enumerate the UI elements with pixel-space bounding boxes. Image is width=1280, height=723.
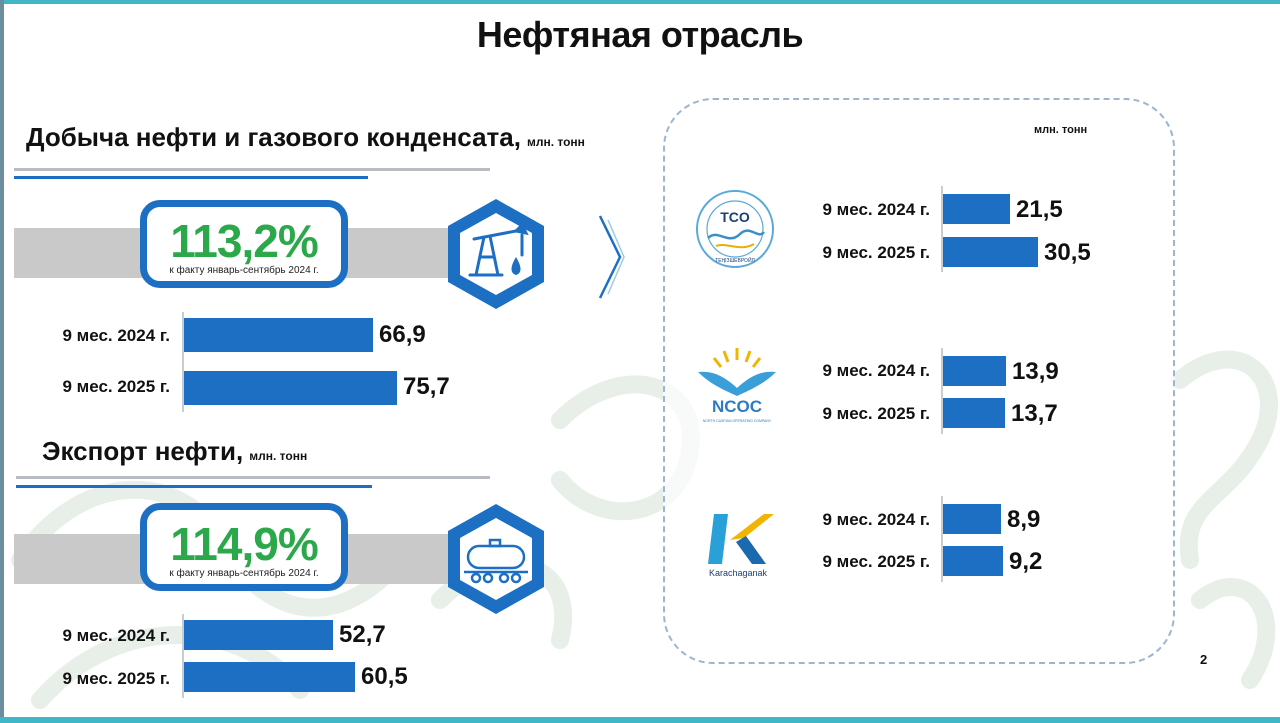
left-frame-line bbox=[0, 0, 4, 723]
production-bar-label: 9 мес. 2025 г. bbox=[62, 377, 170, 396]
ncoc-bar-label: 9 мес. 2025 г. bbox=[822, 404, 930, 423]
karachaganak-logo-caption: Karachaganak bbox=[709, 568, 768, 578]
export-percent-note: к факту январь-сентябрь 2024 г. bbox=[169, 568, 319, 579]
export-bar-label: 9 мес. 2025 г. bbox=[62, 669, 170, 688]
production-heading-text: Добыча нефти и газового конденсата, bbox=[26, 122, 521, 152]
export-bar-axis bbox=[182, 614, 184, 698]
ncoc-value-2024: 13,9 bbox=[1012, 358, 1059, 385]
karachaganak-value-2024: 8,9 bbox=[1007, 506, 1041, 533]
ncoc-bar-label: 9 мес. 2024 г. bbox=[822, 361, 930, 380]
tco-bar-label: 9 мес. 2025 г. bbox=[822, 243, 930, 262]
ncoc-logo: NCOC NORTH CASPIAN OPERATING COMPANY bbox=[698, 348, 776, 423]
production-percent: 113,2% bbox=[170, 215, 318, 267]
export-unit: млн. тонн bbox=[249, 449, 308, 463]
export-value-2025: 60,5 bbox=[361, 663, 408, 690]
ncoc-bar-2024 bbox=[943, 356, 1006, 386]
karachaganak-bar-label: 9 мес. 2025 г. bbox=[822, 552, 930, 571]
production-bar-axis bbox=[182, 312, 184, 412]
tco-value-2024: 21,5 bbox=[1016, 196, 1063, 223]
page-title: Нефтяная отрасль bbox=[476, 14, 804, 55]
karachaganak-bar-label: 9 мес. 2024 г. bbox=[822, 510, 930, 529]
production-percent-box: 113,2% к факту январь-сентябрь 2024 г. bbox=[140, 200, 348, 288]
export-underline-accent bbox=[16, 485, 372, 488]
karachaganak-logo: Karachaganak bbox=[708, 514, 774, 578]
ncoc-value-2025: 13,7 bbox=[1011, 400, 1058, 427]
export-percent-box: 114,9% к факту январь-сентябрь 2024 г. bbox=[140, 503, 348, 591]
oil-tank-wagon-icon bbox=[448, 504, 544, 614]
export-bar-2024 bbox=[184, 620, 333, 650]
production-underline bbox=[14, 168, 490, 171]
karachaganak-bar-axis bbox=[941, 496, 943, 582]
tco-bar-2025 bbox=[943, 237, 1038, 267]
production-heading: Добыча нефти и газового конденсата, млн. … bbox=[26, 122, 585, 153]
tco-value-2025: 30,5 bbox=[1044, 239, 1091, 266]
karachaganak-bar-2024 bbox=[943, 504, 1001, 534]
production-bar-label: 9 мес. 2024 г. bbox=[62, 326, 170, 345]
ncoc-logo-caption: NORTH CASPIAN OPERATING COMPANY bbox=[703, 419, 772, 423]
tco-tengizchevroil-logo: TCO ТЕҢІЗШЕВРОЙЛ bbox=[696, 190, 774, 268]
export-heading-text: Экспорт нефти, bbox=[42, 436, 244, 466]
oil-pump-icon bbox=[448, 199, 544, 309]
production-bar-2025 bbox=[184, 371, 397, 405]
tco-logo-caption: ТЕҢІЗШЕВРОЙЛ bbox=[715, 256, 755, 264]
bottom-frame-line bbox=[0, 717, 1280, 723]
export-percent: 114,9% bbox=[170, 518, 318, 570]
karachaganak-bar-2025 bbox=[943, 546, 1003, 576]
production-value-2024: 66,9 bbox=[379, 321, 426, 348]
tco-bar-label: 9 мес. 2024 г. bbox=[822, 200, 930, 219]
tco-bar-axis bbox=[941, 186, 943, 272]
export-heading: Экспорт нефти, млн. тонн bbox=[42, 436, 307, 467]
companies-unit: млн. тонн bbox=[1034, 124, 1088, 136]
tco-bar-2024 bbox=[943, 194, 1010, 224]
karachaganak-value-2025: 9,2 bbox=[1009, 548, 1043, 575]
tco-logo-text: TCO bbox=[720, 209, 750, 225]
export-bar-label: 9 мес. 2024 г. bbox=[62, 626, 170, 645]
ncoc-logo-text: NCOC bbox=[712, 397, 762, 416]
export-underline bbox=[16, 476, 490, 479]
production-unit: млн. тонн bbox=[526, 135, 585, 149]
ncoc-bar-2025 bbox=[943, 398, 1005, 428]
export-bar-2025 bbox=[184, 662, 355, 692]
production-bar-2024 bbox=[184, 318, 373, 352]
production-value-2025: 75,7 bbox=[403, 373, 450, 400]
production-underline-accent bbox=[14, 176, 368, 179]
export-value-2024: 52,7 bbox=[339, 621, 386, 648]
ncoc-bar-axis bbox=[941, 348, 943, 434]
chevron-right-icon bbox=[598, 215, 625, 299]
top-frame-line bbox=[0, 0, 1280, 4]
production-percent-note: к факту январь-сентябрь 2024 г. bbox=[169, 265, 319, 276]
page-number: 2 bbox=[1200, 652, 1208, 667]
